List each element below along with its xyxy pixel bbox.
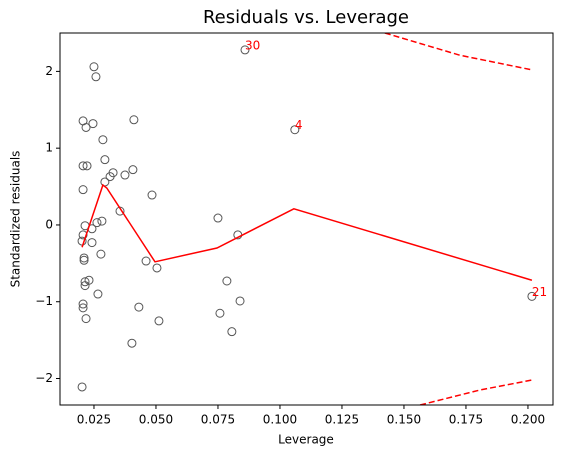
point [290, 125, 300, 135]
x-tick-label: 0.125 [325, 413, 359, 427]
point [87, 238, 97, 248]
x-tick-label: 0.200 [511, 413, 545, 427]
cooks-distance-line [419, 379, 533, 405]
point [527, 291, 537, 301]
point [120, 170, 130, 180]
point [215, 308, 225, 318]
point [235, 296, 245, 306]
cooks-distance-line [384, 33, 533, 71]
point [82, 161, 92, 171]
point [91, 72, 101, 82]
x-tick-label: 0.100 [263, 413, 297, 427]
x-axis-label: Leverage [278, 433, 334, 447]
point [152, 263, 162, 273]
x-tick-label: 0.075 [201, 413, 235, 427]
point [141, 256, 151, 266]
point [100, 177, 110, 187]
lowess-line [81, 183, 533, 281]
point [147, 190, 157, 200]
y-axis-label: Standardized residuals [9, 151, 23, 288]
x-tick-label: 0.150 [387, 413, 421, 427]
point [79, 255, 89, 265]
point [80, 277, 90, 287]
chart-title: Residuals vs. Leverage [203, 7, 409, 28]
point [92, 218, 102, 228]
plot-frame [59, 32, 554, 406]
y-tick-label: 2 [45, 64, 53, 78]
point [78, 299, 88, 309]
point [78, 161, 88, 171]
x-tick-label: 0.175 [449, 413, 483, 427]
point [80, 281, 90, 291]
point [105, 172, 115, 182]
x-tick-label: 0.025 [77, 413, 111, 427]
point [78, 185, 88, 195]
point [127, 338, 137, 348]
point [240, 45, 250, 55]
point [88, 119, 98, 129]
point [96, 249, 106, 259]
point [79, 253, 89, 263]
x-tick-label: 0.050 [139, 413, 173, 427]
point [89, 62, 99, 72]
y-tick-label: 1 [45, 141, 53, 155]
point [78, 230, 88, 240]
point [100, 155, 110, 165]
point [213, 213, 223, 223]
point [77, 382, 87, 392]
point [129, 115, 139, 125]
point [78, 303, 88, 313]
y-tick-label: 0 [45, 217, 53, 231]
annotation: 30 [245, 38, 260, 52]
point [97, 216, 107, 226]
point [81, 122, 91, 132]
point [128, 165, 138, 175]
point [81, 314, 91, 324]
point [222, 276, 232, 286]
point [227, 327, 237, 337]
y-tick-label: −2 [35, 371, 53, 385]
point [154, 316, 164, 326]
point [93, 289, 103, 299]
point [98, 135, 108, 145]
y-tick-label: −1 [35, 294, 53, 308]
annotation: 21 [532, 285, 547, 299]
point [134, 302, 144, 312]
annotation: 4 [295, 118, 303, 132]
